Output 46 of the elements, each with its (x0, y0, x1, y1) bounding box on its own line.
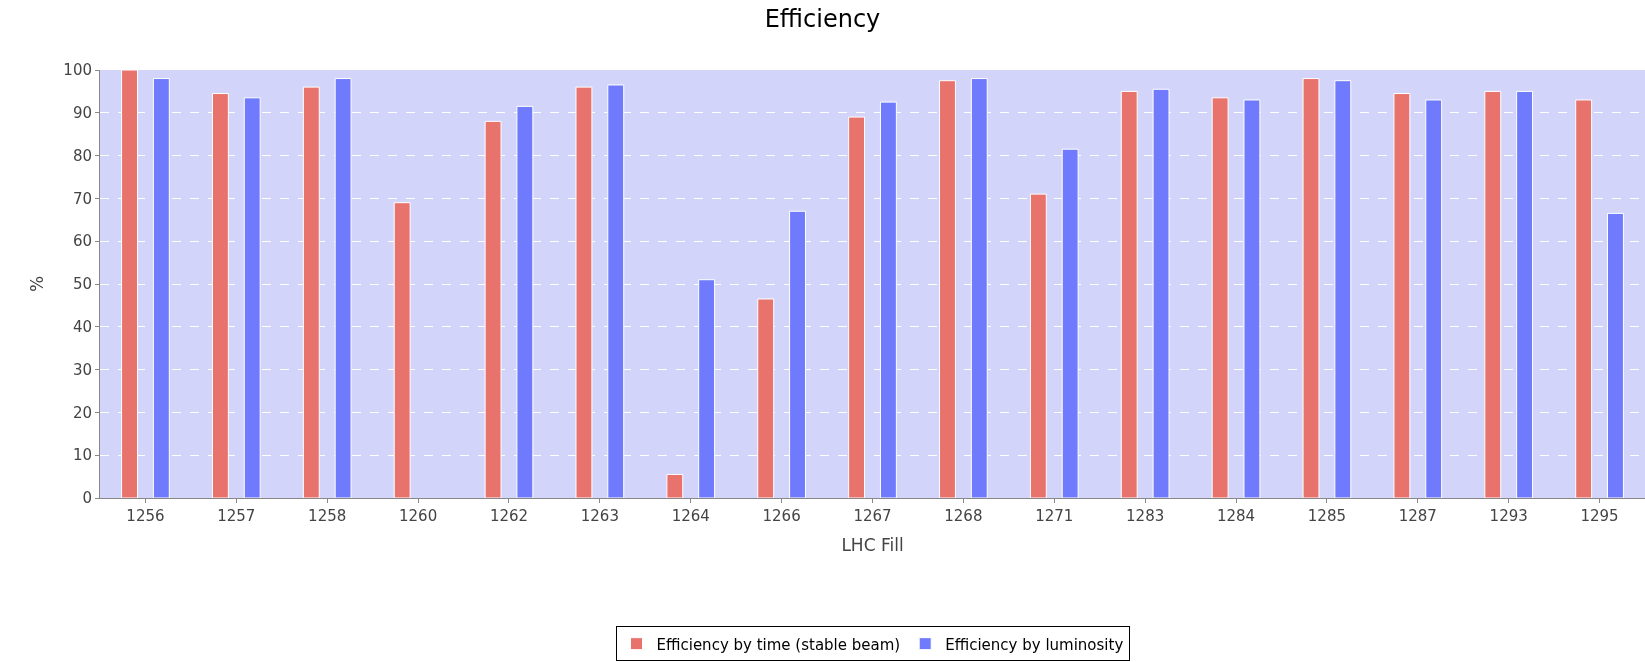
bar (1393, 93, 1411, 498)
bar (1516, 90, 1534, 498)
x-tick-label: 1295 (1580, 507, 1619, 525)
x-tick-label: 1287 (1398, 507, 1437, 525)
x-tick-label: 1256 (126, 507, 165, 525)
x-tick-label: 1257 (217, 507, 256, 525)
bar (152, 78, 170, 498)
x-tick-label: 1268 (944, 507, 983, 525)
legend-label: Efficiency by luminosity (945, 635, 1124, 654)
y-tick-label: 90 (72, 104, 92, 123)
chart-title: Efficiency (764, 4, 881, 33)
y-tick-label: 20 (72, 403, 92, 422)
x-tick-label: 1258 (308, 507, 347, 525)
bar (1120, 90, 1138, 498)
x-tick-label: 1271 (1035, 507, 1074, 525)
bar (1575, 99, 1593, 498)
x-tick-label: 1267 (853, 507, 892, 525)
y-tick-label: 50 (72, 275, 92, 294)
x-tick-label: 1263 (580, 507, 619, 525)
y-tick-label: 60 (72, 232, 92, 251)
bar (1302, 78, 1320, 498)
x-tick-label: 1293 (1489, 507, 1528, 525)
bar (939, 80, 956, 498)
y-tick-label: 40 (72, 318, 92, 337)
bar (1211, 97, 1229, 498)
y-tick-label: 80 (72, 146, 92, 165)
x-axis-title: LHC Fill (841, 535, 904, 556)
bar (1607, 212, 1624, 498)
x-tick-label: 1284 (1216, 507, 1256, 525)
x-tick-label: 1264 (671, 507, 710, 525)
x-tick-label: 1260 (399, 507, 438, 525)
y-tick-label: 0 (82, 489, 92, 508)
x-tick-label: 1285 (1307, 507, 1346, 525)
bar (1425, 99, 1443, 498)
y-tick-label: 70 (72, 189, 92, 208)
y-axis-title: % (26, 275, 47, 293)
bar (666, 473, 684, 498)
y-tick-label: 10 (72, 446, 92, 465)
x-tick-label: 1283 (1126, 507, 1165, 525)
y-tick-label: 100 (63, 61, 92, 80)
bar (1484, 90, 1502, 498)
x-tick-label: 1262 (489, 507, 529, 525)
bar (1029, 193, 1047, 498)
x-tick-label: 1266 (762, 507, 801, 525)
y-tick-label: 30 (72, 360, 92, 379)
legend-label: Efficiency by time (stable beam) (656, 635, 901, 654)
